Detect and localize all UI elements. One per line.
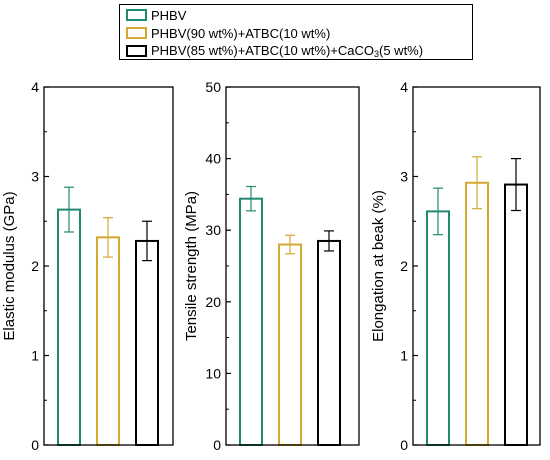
panel3-ytick-label-0: 0 [400, 437, 408, 453]
panel3-bar-3 [504, 183, 528, 446]
legend-swatch-caco3 [126, 45, 147, 57]
panel3-ylabel: Elongation at beak (%) [370, 190, 387, 342]
panel3-ytick-label-1: 1 [400, 348, 408, 364]
legend-label-phbv: PHBV [151, 7, 187, 23]
panel3-ytick-label-2: 2 [400, 258, 408, 274]
panel3-bar-2 [465, 181, 489, 446]
panel1-ytick-label-4: 4 [31, 79, 39, 95]
panel2-ytick-label-1: 10 [205, 365, 221, 381]
panel2-ytick-label-0: 0 [213, 437, 221, 453]
panel2-ylabel: Tensile strength (MPa) [183, 191, 200, 341]
legend-swatch-phbv [126, 9, 147, 21]
legend-swatch-atbc [126, 27, 147, 39]
legend-item-phbv: PHBV [126, 7, 186, 23]
legend-label-caco3: PHBV(85 wt%)+ATBC(10 wt%)+CaCO3(5 wt%) [151, 43, 424, 59]
panel1-ytick-label-3: 3 [31, 169, 39, 185]
panel2-ytick-label-5: 50 [205, 79, 221, 95]
panel1-ylabel: Elastic modulus (GPa) [1, 191, 18, 340]
legend: PHBV PHBV(90 wt%)+ATBC(10 wt%) PHBV(85 w… [119, 4, 473, 60]
panel2-ytick-label-4: 40 [205, 151, 221, 167]
panel1-ytick-label-2: 2 [31, 258, 39, 274]
panel2-ytick-label-3: 30 [205, 222, 221, 238]
panel1-bar-1 [57, 208, 81, 446]
panel2-bar-2 [278, 243, 302, 446]
legend-item-caco3: PHBV(85 wt%)+ATBC(10 wt%)+CaCO3(5 wt%) [126, 43, 423, 59]
panel1-bar-2 [96, 236, 120, 446]
panel1-bar-3 [135, 239, 159, 446]
legend-label-atbc: PHBV(90 wt%)+ATBC(10 wt%) [151, 25, 331, 41]
legend-item-atbc: PHBV(90 wt%)+ATBC(10 wt%) [126, 25, 330, 41]
panel3-bar-1 [426, 210, 450, 446]
panel1-ytick-label-0: 0 [31, 437, 39, 453]
panel1-ytick-label-1: 1 [31, 348, 39, 364]
panel3-ytick-label-4: 4 [400, 79, 408, 95]
panel2-bar-3 [317, 239, 341, 446]
panel3-ytick-label-3: 3 [400, 169, 408, 185]
panel2-bar-1 [239, 197, 263, 446]
panel2-ytick-label-2: 20 [205, 294, 221, 310]
